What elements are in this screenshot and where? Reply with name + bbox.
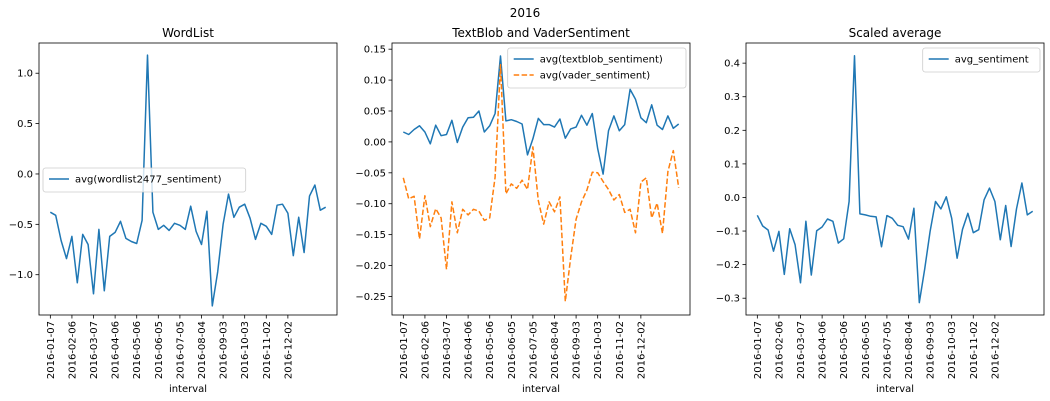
y-tick-label: −0.25 <box>355 292 386 303</box>
x-tick-label: 2016-08-04 <box>550 321 561 379</box>
y-tick-label: −0.2 <box>716 260 740 271</box>
x-tick-label: 2016-06-05 <box>507 321 518 379</box>
x-tick-label: 2016-06-05 <box>154 321 165 379</box>
panel-scaled-average: Scaled average interval 0.4 0.3 0.2 0.1 0.0 −… <box>716 26 1045 395</box>
panel-title: Scaled average <box>849 26 942 40</box>
x-tick-label: 2016-05-06 <box>839 321 850 379</box>
panel-title: WordList <box>162 26 214 40</box>
x-tick-label: 2016-05-06 <box>485 321 496 379</box>
x-axis-label: interval <box>169 384 207 395</box>
series-line <box>49 54 327 307</box>
legend-frame <box>922 47 1041 73</box>
x-tick-label: 2016-12-02 <box>990 321 1001 379</box>
x-tick-label: 2016-06-05 <box>861 321 872 379</box>
x-tick-label: 2016-09-03 <box>926 321 937 379</box>
panel-wordlist: WordList interval 1.0 0.5 0.0 −0.5 −1.0 2016-… <box>9 26 338 395</box>
x-tick-label: 2016-04-06 <box>111 321 122 379</box>
x-tick-label: 2016-07-05 <box>528 321 539 379</box>
y-tick-label: 0.2 <box>724 126 740 137</box>
x-tick-label: 2016-05-06 <box>132 321 143 379</box>
x-axis-label: interval <box>876 384 914 395</box>
x-tick-label: 2016-10-03 <box>947 321 958 379</box>
x-tick-label: 2016-03-07 <box>89 321 100 379</box>
legend: avg_sentiment <box>922 47 1041 73</box>
x-tick-label: 2016-03-07 <box>796 321 807 379</box>
y-tick-label: 0.1 <box>724 159 740 170</box>
x-axis-label: interval <box>522 384 560 395</box>
y-tick-label: −1.0 <box>9 270 33 281</box>
y-tick-label: −0.20 <box>355 261 386 272</box>
legend-frame <box>42 167 247 193</box>
x-tick-label: 2016-07-05 <box>175 321 186 379</box>
y-tick-label: 1.0 <box>17 69 33 80</box>
legend-label: avg(wordlist2477_sentiment) <box>75 175 222 186</box>
x-tick-label: 2016-01-07 <box>753 321 764 379</box>
y-tick-label: −0.3 <box>716 294 740 305</box>
legend: avg(textblob_sentiment) avg(vader_sentime… <box>507 47 687 89</box>
y-tick-label: 0.10 <box>364 76 386 87</box>
x-tick-label: 2016-10-03 <box>240 321 251 379</box>
x-tick-label: 2016-08-04 <box>197 321 208 379</box>
series-line <box>402 63 680 303</box>
x-tick-label: 2016-11-02 <box>969 321 980 379</box>
series-line <box>756 55 1034 304</box>
x-tick-label: 2016-12-02 <box>636 321 647 379</box>
x-tick-label: 2016-04-06 <box>818 321 829 379</box>
legend: avg(wordlist2477_sentiment) <box>42 167 247 193</box>
figure-suptitle: 2016 <box>510 6 541 20</box>
x-tick-label: 2016-02-06 <box>67 321 78 379</box>
x-tick-label: 2016-03-07 <box>442 321 453 379</box>
panel-title: TextBlob and VaderSentiment <box>451 26 630 40</box>
x-tick-label: 2016-08-04 <box>904 321 915 379</box>
y-tick-label: 0.15 <box>364 45 386 56</box>
plot-frame <box>38 42 338 316</box>
plot-frame <box>391 42 691 316</box>
y-tick-label: −0.10 <box>355 199 386 210</box>
legend-label: avg(vader_sentiment) <box>540 71 651 82</box>
legend-frame <box>507 47 687 89</box>
x-tick-label: 2016-09-03 <box>219 321 230 379</box>
y-tick-label: 0.5 <box>17 119 33 130</box>
x-tick-label: 2016-09-03 <box>572 321 583 379</box>
x-tick-label: 2016-11-02 <box>262 321 273 379</box>
y-tick-label: −0.1 <box>716 227 740 238</box>
y-tick-label: −0.15 <box>355 230 386 241</box>
y-tick-label: 0.3 <box>724 92 740 103</box>
x-tick-label: 2016-11-02 <box>615 321 626 379</box>
legend-label: avg(textblob_sentiment) <box>540 55 663 66</box>
x-tick-label: 2016-01-07 <box>399 321 410 379</box>
x-tick-label: 2016-02-06 <box>774 321 785 379</box>
y-tick-label: 0.0 <box>724 193 740 204</box>
panel-textblob-vader: TextBlob and VaderSentiment interval 0.1… <box>355 26 691 395</box>
y-tick-label: 0.00 <box>364 137 386 148</box>
x-tick-label: 2016-12-02 <box>283 321 294 379</box>
x-tick-label: 2016-07-05 <box>882 321 893 379</box>
y-tick-label: 0.4 <box>724 59 740 70</box>
plot-frame <box>745 42 1045 316</box>
x-tick-label: 2016-01-07 <box>46 321 57 379</box>
y-tick-label: 0.0 <box>17 169 33 180</box>
legend-label: avg_sentiment <box>955 55 1029 66</box>
y-tick-label: −0.5 <box>9 220 33 231</box>
x-tick-label: 2016-02-06 <box>420 321 431 379</box>
x-tick-label: 2016-10-03 <box>593 321 604 379</box>
y-tick-label: −0.05 <box>355 168 386 179</box>
y-tick-label: 0.05 <box>364 107 386 118</box>
x-tick-label: 2016-04-06 <box>464 321 475 379</box>
series-line <box>402 55 680 175</box>
